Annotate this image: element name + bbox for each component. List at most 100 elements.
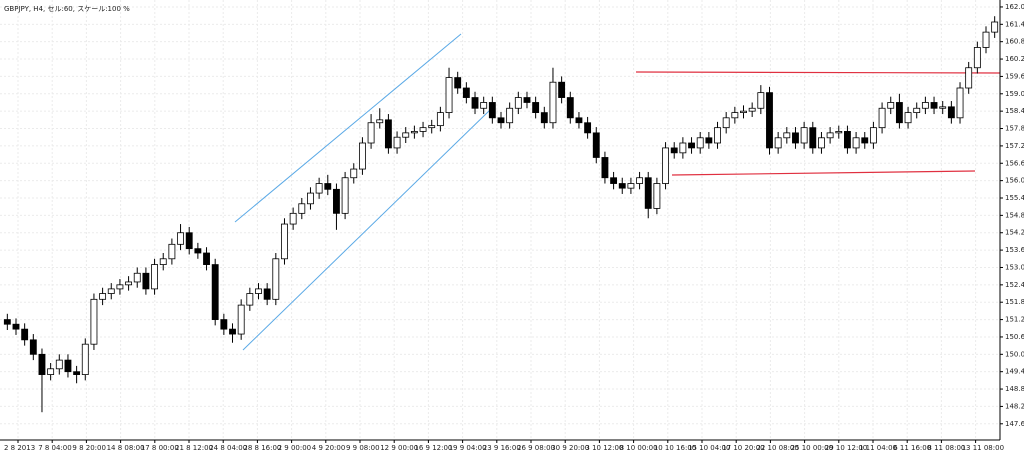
- resistance-line: [635, 71, 1001, 74]
- y-tick-label: 150.00: [1005, 350, 1024, 358]
- candle-body: [38, 353, 46, 375]
- candle-body: [307, 192, 314, 205]
- x-tick-label: 8 11 08:00: [927, 444, 965, 452]
- support-line: [671, 170, 976, 176]
- x-tick-label: 17 8 00:00: [141, 444, 179, 452]
- candle-body: [921, 102, 929, 109]
- x-tick-label: 9 9 08:00: [346, 444, 380, 452]
- candle-body: [644, 177, 652, 209]
- candle-body: [956, 87, 964, 119]
- candle-body: [947, 106, 955, 119]
- candle-body: [610, 177, 618, 184]
- candle-body: [653, 183, 661, 209]
- candle-body: [878, 107, 886, 129]
- x-tick-label: 2 8 2013: [4, 444, 35, 452]
- candle-body: [939, 106, 947, 109]
- x-tick-label: 6 11 16:00: [893, 444, 931, 452]
- y-tick-label: 157.20: [1005, 142, 1024, 150]
- y-tick-label: 159.60: [1005, 72, 1024, 80]
- candle-body: [757, 92, 765, 109]
- candle-body: [21, 328, 29, 341]
- candle-body: [194, 248, 202, 254]
- y-tick-label: 153.60: [1005, 246, 1024, 254]
- x-tick-label: 3 10 12:00: [585, 444, 623, 452]
- candle-body: [436, 112, 444, 127]
- candle-body: [714, 127, 721, 144]
- y-tick-label: 160.80: [1005, 38, 1024, 46]
- candle-body: [861, 137, 869, 144]
- candle-body: [558, 81, 566, 98]
- candle-body: [991, 21, 999, 33]
- x-tick-label: 12 9 00:00: [380, 444, 418, 452]
- candle-body: [263, 288, 271, 300]
- candle-body: [566, 97, 574, 119]
- candle-body: [185, 232, 193, 250]
- y-tick-label: 160.20: [1005, 55, 1024, 63]
- candle-body: [203, 252, 210, 265]
- candle-body: [636, 177, 644, 184]
- candle-body: [168, 243, 176, 260]
- x-tick-label: 29 10 12:00: [825, 444, 867, 452]
- candle-body: [662, 147, 669, 184]
- candle-body: [125, 281, 133, 286]
- candle-body: [497, 117, 505, 124]
- x-tick-label: 15 10 04:00: [688, 444, 730, 452]
- candle-body: [783, 132, 791, 139]
- candle-body: [480, 102, 488, 109]
- candle-body: [826, 132, 834, 139]
- candle-body: [688, 142, 695, 149]
- channel-line: [242, 109, 491, 351]
- candle-body: [869, 127, 877, 144]
- y-tick-label: 150.60: [1005, 333, 1024, 341]
- candle-body: [237, 304, 245, 335]
- candle-body: [384, 119, 392, 149]
- y-tick-label: 162.00: [1005, 3, 1024, 11]
- x-tick-label: 24 8 04:00: [209, 444, 247, 452]
- x-tick-label: 7 8 04:00: [38, 444, 72, 452]
- y-tick-label: 154.80: [1005, 211, 1024, 219]
- x-tick-label: 10 10 16:00: [654, 444, 696, 452]
- candle-body: [220, 319, 228, 330]
- candle-body: [471, 97, 479, 109]
- candle-body: [281, 223, 288, 260]
- candle-body: [272, 258, 280, 300]
- candle-body: [29, 339, 37, 355]
- candle-body: [488, 102, 496, 119]
- y-tick-label: 147.60: [1005, 420, 1024, 428]
- candle-body: [895, 102, 903, 124]
- x-tick-label: 13 11 08:00: [962, 444, 1004, 452]
- candle-body: [506, 107, 514, 124]
- candle-body: [229, 328, 236, 335]
- candle-body: [592, 132, 600, 158]
- candle-body: [774, 137, 782, 149]
- candle-body: [47, 368, 55, 375]
- candle-body: [540, 112, 548, 124]
- y-tick-label: 148.20: [1005, 402, 1024, 410]
- candle-body: [90, 298, 98, 345]
- candle-body: [367, 122, 375, 144]
- candle-body: [289, 212, 297, 225]
- candle-body: [410, 131, 418, 134]
- candle-body: [107, 288, 115, 294]
- x-tick-label: 1 11 04:00: [859, 444, 897, 452]
- candle-body: [696, 137, 704, 149]
- candle-body: [255, 288, 262, 294]
- candle-body: [246, 293, 254, 306]
- candle-body: [358, 142, 366, 170]
- candle-body: [818, 137, 825, 149]
- y-tick-label: 149.40: [1005, 368, 1024, 376]
- x-tick-label: 26 9 08:00: [517, 444, 555, 452]
- candle-body: [575, 117, 583, 124]
- y-tick-label: 152.40: [1005, 281, 1024, 289]
- candle-body: [376, 119, 384, 124]
- candle-body: [982, 31, 990, 48]
- candle-body: [844, 131, 851, 149]
- candle-body: [3, 319, 11, 325]
- candle-body: [142, 272, 150, 290]
- candle-body: [350, 168, 358, 179]
- x-tick-label: 25 10 00:00: [791, 444, 833, 452]
- candle-body: [705, 137, 713, 144]
- candle-body: [792, 132, 799, 144]
- x-tick-label: 16 9 12:00: [414, 444, 452, 452]
